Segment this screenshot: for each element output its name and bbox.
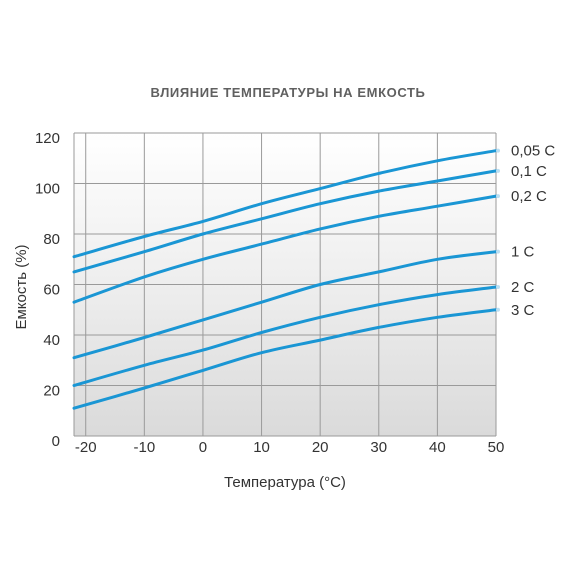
x-axis-label: Температура (°C): [224, 474, 346, 491]
series-line: [72, 149, 498, 259]
series-end-dot: [496, 307, 500, 312]
y-tick-label: 120: [35, 130, 60, 147]
series-end-dot: [496, 148, 500, 153]
series-end-dot: [496, 285, 500, 290]
series-label: 3 C: [511, 302, 535, 319]
x-tick-label: 50: [488, 439, 505, 456]
series-label: 0,2 C: [511, 188, 547, 205]
series-label: 1 C: [511, 244, 535, 261]
y-tick-label: 40: [43, 332, 60, 349]
series-line: [72, 285, 498, 387]
series-label: 2 C: [511, 279, 535, 296]
y-tick-label: 0: [52, 433, 60, 450]
y-tick-label: 60: [43, 282, 60, 299]
x-tick-label: 20: [312, 439, 329, 456]
x-tick-label: -10: [133, 439, 155, 456]
y-axis-label: Емкость (%): [13, 244, 30, 329]
series-line: [72, 308, 498, 410]
chart-title: ВЛИЯНИЕ ТЕМПЕРАТУРЫ НА ЕМКОСТЬ: [151, 85, 426, 100]
series-lines: [72, 149, 498, 410]
series-end-dot: [496, 194, 500, 199]
x-tick-label: 10: [253, 439, 270, 456]
series-label: 0,1 C: [511, 163, 547, 180]
y-tick-label: 20: [43, 383, 60, 400]
series-line: [72, 250, 498, 360]
x-tick-label: 30: [370, 439, 387, 456]
series-label: 0,05 C: [511, 143, 555, 160]
x-tick-label: 40: [429, 439, 446, 456]
series-end-dot: [496, 168, 500, 173]
series-line: [72, 194, 498, 304]
x-tick-labels: -20 -10 0 10 20 30 40 50: [75, 439, 504, 456]
y-tick-label: 80: [43, 231, 60, 248]
series-line: [72, 169, 498, 274]
grid: [73, 132, 497, 437]
x-tick-label: 0: [199, 439, 207, 456]
y-tick-label: 100: [35, 181, 60, 198]
y-tick-labels: 0 20 40 60 80 100 120: [35, 130, 60, 450]
x-tick-label: -20: [75, 439, 97, 456]
series-labels: 0,05 C 0,1 C 0,2 C 1 C 2 C 3 C: [496, 143, 555, 319]
series-end-dot: [496, 249, 500, 254]
